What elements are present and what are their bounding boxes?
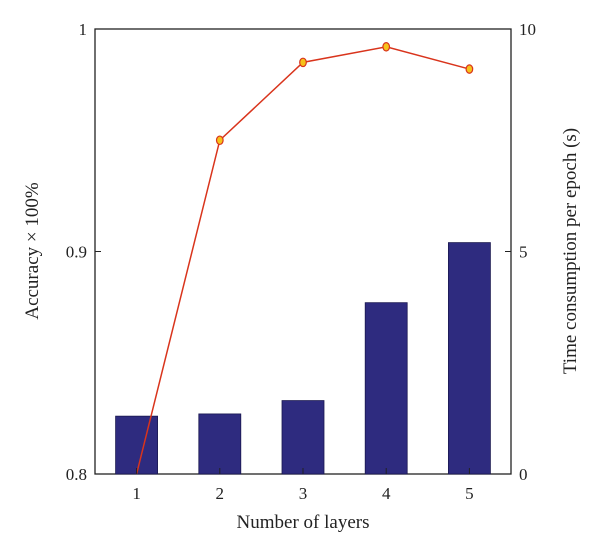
- x-tick-label-1: 1: [132, 484, 141, 503]
- accuracy-point-4: [382, 41, 391, 52]
- bar-1: [115, 415, 158, 475]
- accuracy-point-5: [465, 64, 474, 74]
- y-right-axis-title: Time consumption per epoch (s): [560, 128, 581, 374]
- bar-5: [447, 242, 491, 475]
- y-right-tick-label-0: 0: [519, 465, 528, 484]
- bar-3: [281, 400, 325, 475]
- line-series: [135, 41, 474, 475]
- accuracy-point-3: [299, 57, 307, 68]
- y-right-tick-label-10: 10: [519, 20, 536, 39]
- accuracy-point-2: [215, 135, 224, 146]
- x-tick-label-4: 4: [382, 484, 391, 503]
- x-tick-label-5: 5: [465, 484, 474, 503]
- axis-ticks: [95, 28, 511, 475]
- y-left-tick-label-0.9: 0.9: [66, 243, 87, 262]
- y-left-tick-label-0.8: 0.8: [66, 465, 87, 484]
- y-left-axis-title: Accuracy × 100%: [22, 182, 43, 319]
- y-left-tick-label-1: 1: [79, 20, 88, 39]
- bar-series: [115, 242, 491, 475]
- x-axis-title: Number of layers: [237, 512, 370, 533]
- x-tick-label-2: 2: [216, 484, 225, 503]
- x-tick-label-3: 3: [299, 484, 308, 503]
- bar-2: [198, 413, 242, 475]
- y-right-tick-label-5: 5: [519, 243, 528, 262]
- bar-4: [364, 302, 408, 475]
